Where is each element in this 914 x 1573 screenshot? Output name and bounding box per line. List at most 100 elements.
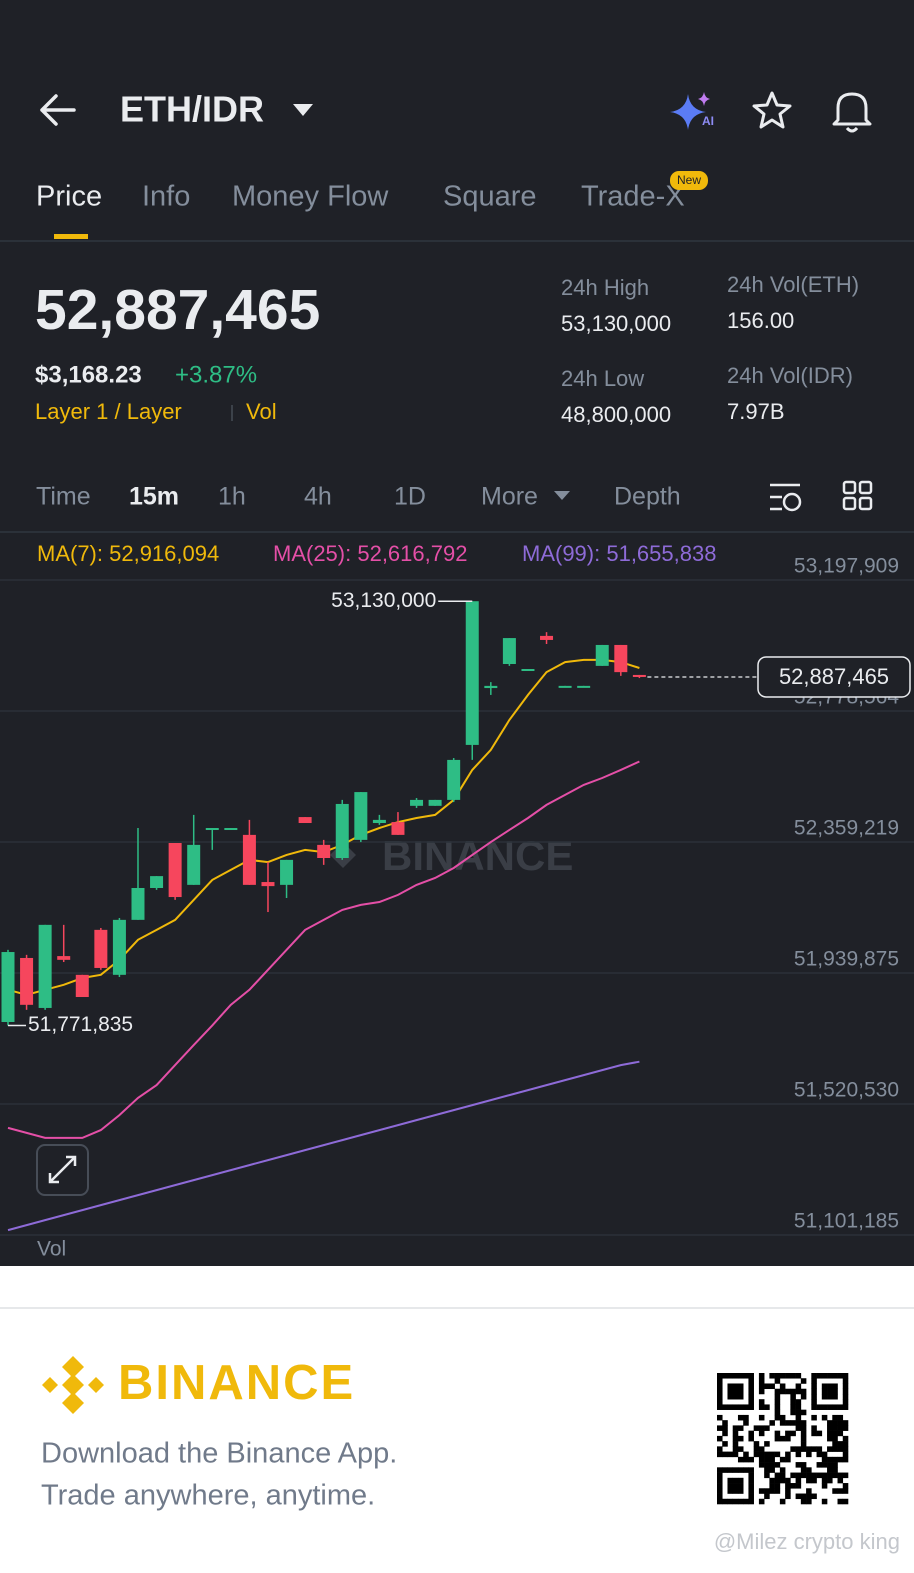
interval-option[interactable]: 1h (218, 483, 246, 511)
pair-title[interactable]: ETH/IDR (120, 89, 264, 130)
qr-module (790, 1430, 796, 1437)
qr-module (811, 1414, 817, 1421)
qr-module (732, 1477, 739, 1484)
qr-module (832, 1388, 838, 1395)
qr-module (774, 1414, 781, 1421)
qr-module (827, 1383, 833, 1390)
interval-option[interactable]: 15m (129, 483, 179, 511)
interval-option[interactable]: Depth (614, 483, 681, 511)
qr-module (732, 1451, 739, 1458)
candle-body (428, 799, 442, 806)
favorite-button[interactable] (752, 91, 792, 129)
qr-module (811, 1477, 817, 1484)
qr-module (800, 1441, 807, 1447)
candle-body (205, 828, 219, 831)
qr-module (785, 1430, 791, 1437)
qr-module (837, 1498, 844, 1505)
qr-module (816, 1430, 823, 1437)
qr-module (821, 1472, 828, 1479)
qr-module (832, 1472, 838, 1479)
qr-module (816, 1373, 823, 1379)
last-price-label: 52,887,465 (779, 664, 889, 689)
qr-module (743, 1498, 749, 1505)
alert-button[interactable] (832, 92, 872, 133)
qr-module (790, 1446, 796, 1452)
qr-module (795, 1383, 802, 1390)
tab[interactable]: Square (443, 181, 537, 213)
more-dropdown[interactable] (554, 491, 570, 500)
stat-value: 156.00 (727, 308, 794, 333)
candle-body (391, 822, 405, 835)
vol-tag[interactable]: Vol (246, 399, 277, 424)
qr-module (827, 1388, 833, 1395)
candle-body (372, 819, 386, 824)
back-button[interactable] (40, 94, 76, 126)
tab[interactable]: Money Flow (232, 181, 389, 213)
y-tick-label: 51,939,875 (794, 948, 899, 971)
candle-body (521, 669, 535, 672)
qr-module (821, 1373, 828, 1379)
qr-module (764, 1467, 770, 1473)
interval-option[interactable]: 1D (394, 483, 426, 511)
qr-module (832, 1435, 838, 1442)
qr-module (795, 1414, 802, 1421)
new-badge (670, 171, 708, 190)
qr-module (717, 1472, 723, 1479)
candlestick-chart[interactable]: BINANCE 53,197,90952,778,56452,359,21951… (0, 555, 914, 1236)
qr-module (717, 1414, 723, 1421)
qr-module (737, 1414, 744, 1421)
ai-button[interactable]: AI (670, 92, 714, 130)
qr-module (727, 1467, 734, 1473)
qr-module (795, 1451, 802, 1458)
qr-module (842, 1456, 849, 1463)
qr-module (732, 1425, 739, 1431)
tab[interactable]: Price (36, 181, 102, 213)
interval-option[interactable]: Time (36, 483, 91, 511)
qr-module (790, 1472, 796, 1479)
candle-body (75, 974, 89, 998)
qr-module (832, 1420, 838, 1426)
qr-module (842, 1373, 849, 1379)
qr-module (748, 1430, 754, 1437)
fullscreen-button[interactable] (36, 1144, 89, 1196)
ai-sparkle (670, 94, 706, 130)
qr-module (800, 1472, 807, 1479)
qr-module (727, 1483, 734, 1489)
category-tag[interactable]: Layer 1 / Layer (35, 399, 182, 424)
qr-module (737, 1467, 744, 1473)
qr-module (800, 1409, 807, 1416)
qr-module (769, 1373, 775, 1379)
pair-dropdown[interactable] (293, 104, 313, 116)
qr-module (785, 1435, 791, 1442)
qr-module (811, 1446, 817, 1452)
stat-label: 24h Vol(ETH) (727, 272, 859, 297)
tab[interactable]: Trade-X (581, 181, 685, 213)
indicator-settings[interactable] (770, 483, 802, 512)
qr-module (816, 1462, 823, 1468)
layout-button[interactable] (842, 480, 873, 511)
qr-module (842, 1420, 849, 1426)
app-background (0, 0, 914, 1266)
qr-module (790, 1399, 796, 1405)
qr-module (732, 1383, 739, 1390)
qr-module (795, 1472, 802, 1479)
tab[interactable]: Info (142, 181, 190, 213)
y-tick-label: 51,101,185 (794, 1210, 899, 1233)
candle-body (168, 843, 182, 898)
qr-module (837, 1430, 844, 1437)
qr-module (842, 1488, 849, 1494)
qr-module (753, 1441, 760, 1447)
qr-module (743, 1456, 749, 1463)
fullscreen-icon (48, 1155, 77, 1184)
footer-watermark: @Milez crypto king (714, 1529, 900, 1554)
qr-module (832, 1383, 838, 1390)
usd-price: $3,168.23 (35, 361, 142, 388)
qr-module (748, 1488, 754, 1494)
qr-module (758, 1446, 765, 1452)
qr-module (785, 1373, 791, 1379)
qr-module (732, 1488, 739, 1494)
qr-module (717, 1404, 723, 1410)
interval-option[interactable]: More (481, 483, 538, 511)
interval-option[interactable]: 4h (304, 483, 332, 511)
